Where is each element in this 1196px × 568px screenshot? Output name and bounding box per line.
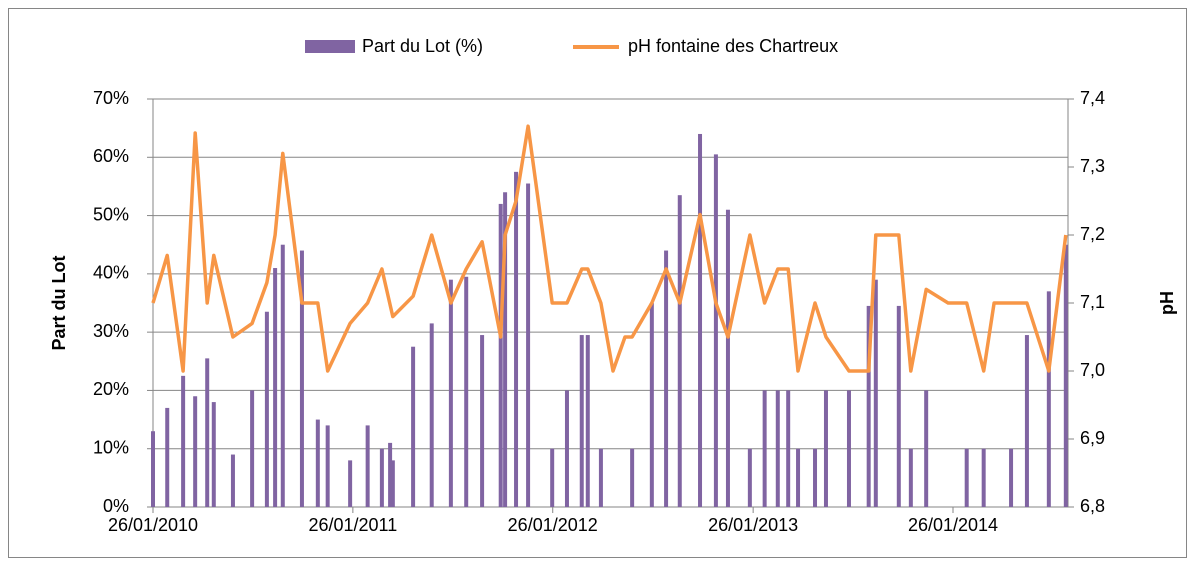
bar bbox=[503, 192, 508, 507]
y-tick-label: 0% bbox=[103, 496, 129, 516]
y2-tick-label: 6,9 bbox=[1080, 428, 1105, 448]
bar bbox=[725, 209, 730, 507]
bar bbox=[924, 390, 929, 507]
bar bbox=[1009, 448, 1014, 507]
bar bbox=[713, 154, 718, 507]
bar bbox=[1024, 335, 1029, 507]
x-tick-label: 26/01/2013 bbox=[708, 515, 798, 535]
bar bbox=[908, 448, 913, 507]
bar bbox=[429, 323, 434, 507]
bar bbox=[348, 460, 353, 507]
y2-tick-label: 7,3 bbox=[1080, 156, 1105, 176]
bar bbox=[698, 133, 703, 507]
bar bbox=[813, 448, 818, 507]
y-axis-title: Part du Lot bbox=[49, 256, 69, 351]
bar bbox=[1063, 244, 1068, 507]
bar bbox=[762, 390, 767, 507]
bar bbox=[325, 425, 330, 507]
bar bbox=[273, 268, 278, 507]
legend-label: pH fontaine des Chartreux bbox=[628, 36, 838, 56]
bar bbox=[315, 419, 320, 507]
bar bbox=[181, 375, 186, 507]
bar bbox=[205, 358, 210, 507]
bar bbox=[388, 442, 393, 507]
y2-axis-title: pH bbox=[1157, 291, 1177, 315]
bar bbox=[193, 396, 198, 507]
bar bbox=[823, 390, 828, 507]
y-tick-label: 50% bbox=[93, 204, 129, 224]
bar bbox=[981, 448, 986, 507]
bar bbox=[664, 250, 669, 508]
y2-tick-label: 7,4 bbox=[1080, 88, 1105, 108]
bar bbox=[866, 305, 871, 507]
bar bbox=[365, 425, 370, 507]
bar bbox=[564, 390, 569, 507]
bar bbox=[230, 454, 235, 507]
x-tick-label: 26/01/2014 bbox=[908, 515, 998, 535]
y-tick-label: 60% bbox=[93, 146, 129, 166]
bar bbox=[677, 195, 682, 507]
bar bbox=[264, 311, 269, 507]
bar bbox=[896, 305, 901, 507]
bar bbox=[775, 390, 780, 507]
bar bbox=[1046, 291, 1051, 507]
bar bbox=[526, 183, 531, 507]
bar bbox=[250, 390, 255, 507]
bar bbox=[464, 276, 469, 507]
bar bbox=[585, 335, 590, 507]
bar bbox=[579, 335, 584, 507]
bar bbox=[964, 448, 969, 507]
x-tick-label: 26/01/2012 bbox=[508, 515, 598, 535]
bar bbox=[448, 279, 453, 507]
bar bbox=[498, 203, 503, 507]
legend-swatch bbox=[305, 40, 355, 53]
bar bbox=[550, 448, 555, 507]
bar bbox=[649, 303, 654, 507]
bar bbox=[390, 460, 395, 507]
bar bbox=[630, 448, 635, 507]
y-tick-label: 40% bbox=[93, 263, 129, 283]
y-tick-label: 70% bbox=[93, 88, 129, 108]
y-tick-label: 10% bbox=[93, 437, 129, 457]
bar bbox=[379, 448, 384, 507]
y2-tick-label: 7,0 bbox=[1080, 360, 1105, 380]
bar bbox=[846, 390, 851, 507]
bar bbox=[411, 346, 416, 507]
bar bbox=[299, 250, 304, 508]
bar bbox=[747, 448, 752, 507]
bar bbox=[873, 279, 878, 507]
x-tick-label: 26/01/2011 bbox=[308, 515, 397, 535]
y2-tick-label: 6,8 bbox=[1080, 496, 1105, 516]
bar bbox=[165, 407, 170, 507]
y-tick-label: 30% bbox=[93, 321, 129, 341]
bar bbox=[598, 448, 603, 507]
y2-tick-label: 7,1 bbox=[1080, 292, 1105, 312]
bar bbox=[786, 390, 791, 507]
bar bbox=[151, 431, 155, 507]
bar bbox=[480, 335, 485, 507]
bar bbox=[796, 448, 801, 507]
bar bbox=[280, 244, 285, 507]
line bbox=[151, 124, 1068, 373]
legend-label: Part du Lot (%) bbox=[362, 36, 483, 56]
y-tick-label: 20% bbox=[93, 379, 129, 399]
bar bbox=[514, 171, 519, 507]
x-tick-label: 26/01/2010 bbox=[108, 515, 198, 535]
bar bbox=[211, 402, 216, 507]
y2-tick-label: 7,2 bbox=[1080, 224, 1105, 244]
